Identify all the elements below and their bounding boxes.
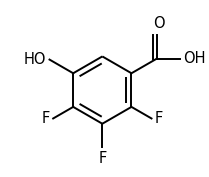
- Text: HO: HO: [24, 52, 46, 67]
- Text: F: F: [98, 151, 106, 166]
- Text: F: F: [42, 111, 50, 126]
- Text: OH: OH: [183, 51, 206, 66]
- Text: F: F: [155, 111, 163, 126]
- Text: O: O: [153, 16, 164, 31]
